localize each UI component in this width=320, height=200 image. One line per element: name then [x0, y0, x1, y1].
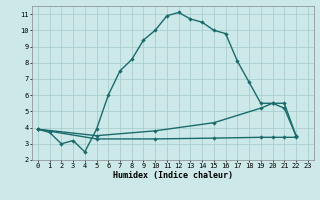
- X-axis label: Humidex (Indice chaleur): Humidex (Indice chaleur): [113, 171, 233, 180]
